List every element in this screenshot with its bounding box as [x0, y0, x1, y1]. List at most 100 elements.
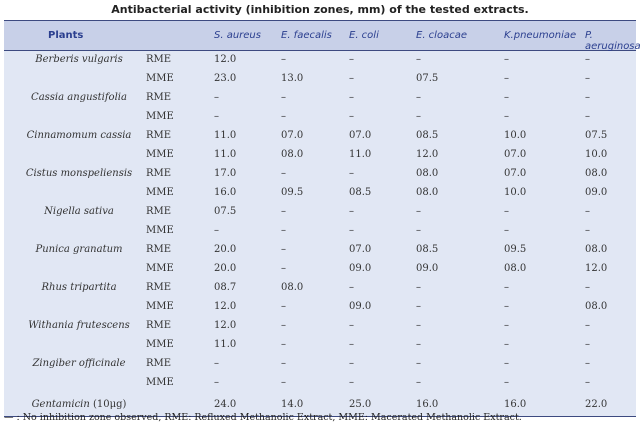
- table-cell: –: [214, 225, 219, 236]
- table-cell: 12.0: [214, 301, 237, 312]
- table-cell: –: [504, 358, 509, 369]
- table-cell: –: [349, 73, 354, 84]
- table-cell: –: [416, 54, 421, 65]
- table-cell: –: [504, 206, 509, 217]
- table-cell: –: [504, 339, 509, 350]
- table-cell: –: [416, 92, 421, 103]
- header-p-aeruginosa: P. aeruginosa: [585, 30, 640, 52]
- table-cell: –: [349, 358, 354, 369]
- table-cell: –: [504, 111, 509, 122]
- control-cell: 16.0: [416, 399, 439, 410]
- table-row: Cassia angustifolia RME – – – – – –: [4, 89, 636, 108]
- plant-name: Berberis vulgaris: [35, 54, 123, 65]
- header-e-cloacae: E. cloacae: [416, 30, 467, 41]
- control-row: Gentamicin (10μg) 24.0 14.0 25.0 16.0 16…: [4, 393, 636, 416]
- extract-type: MME: [146, 225, 174, 236]
- table-cell: –: [416, 301, 421, 312]
- header-k-pneumoniae: K.pneumoniae: [504, 30, 577, 41]
- table-cell: –: [281, 320, 286, 331]
- table-cell: –: [349, 320, 354, 331]
- table-cell: –: [349, 111, 354, 122]
- table-cell: 07.0: [504, 149, 527, 160]
- table-cell: 12.0: [585, 263, 608, 274]
- extract-type: MME: [146, 301, 174, 312]
- table-cell: –: [281, 301, 286, 312]
- table-cell: –: [281, 206, 286, 217]
- table-cell: 08.5: [416, 130, 439, 141]
- table-row: MME 11.0 08.0 11.0 12.0 07.0 10.0: [4, 146, 636, 165]
- extract-type: RME: [146, 320, 172, 331]
- table-cell: –: [349, 225, 354, 236]
- table-body: Berberis vulgaris RME 12.0 – – – – – MME 23.0 13.0…: [4, 51, 636, 393]
- plant-name: Zingiber officinale: [32, 358, 126, 369]
- extract-type: RME: [146, 130, 172, 141]
- table-cell: 08.0: [504, 263, 527, 274]
- table-row: MME – – – – – –: [4, 222, 636, 241]
- table-title: Antibacterial activity (inhibition zones…: [111, 3, 529, 16]
- table-cell: 10.0: [585, 149, 608, 160]
- table-row: Zingiber officinale RME – – – – – –: [4, 355, 636, 374]
- table-cell: 07.0: [281, 130, 304, 141]
- table-footnote: — : No inhibition zone observed, RME: Re…: [4, 412, 522, 423]
- header-e-faecalis: E. faecalis: [281, 30, 332, 41]
- table-cell: –: [585, 54, 590, 65]
- table-cell: 09.0: [349, 263, 372, 274]
- table-cell: –: [504, 282, 509, 293]
- table-cell: 08.7: [214, 282, 237, 293]
- extract-type: RME: [146, 282, 172, 293]
- table-cell: 08.0: [281, 149, 304, 160]
- table-cell: 09.5: [504, 244, 527, 255]
- table-cell: –: [349, 54, 354, 65]
- table-cell: 09.0: [585, 187, 608, 198]
- table-cell: –: [349, 92, 354, 103]
- plant-name: Cinnamomum cassia: [26, 130, 132, 141]
- table-cell: –: [585, 339, 590, 350]
- table-cell: –: [585, 111, 590, 122]
- table-row: MME 23.0 13.0 – 07.5 – –: [4, 70, 636, 89]
- plant-name: Punica granatum: [35, 244, 123, 255]
- table-cell: 09.5: [281, 187, 304, 198]
- table-cell: –: [281, 168, 286, 179]
- table-cell: –: [281, 225, 286, 236]
- extract-type: MME: [146, 149, 174, 160]
- plant-name: Cassia angustifolia: [31, 92, 127, 103]
- table-cell: –: [416, 206, 421, 217]
- table-cell: –: [504, 54, 509, 65]
- control-cell: 25.0: [349, 399, 372, 410]
- table-cell: –: [349, 206, 354, 217]
- table-cell: –: [281, 111, 286, 122]
- table-cell: –: [416, 282, 421, 293]
- extract-type: MME: [146, 377, 174, 388]
- table-cell: 08.5: [349, 187, 372, 198]
- table-cell: 07.0: [504, 168, 527, 179]
- table-cell: 09.0: [349, 301, 372, 312]
- extract-type: MME: [146, 187, 174, 198]
- table-cell: 07.5: [416, 73, 439, 84]
- table-cell: 10.0: [504, 130, 527, 141]
- table-row: Cinnamomum cassia RME 11.0 07.0 07.0 08.5 10.0…: [4, 127, 636, 146]
- table-cell: 17.0: [214, 168, 237, 179]
- table-cell: 07.5: [214, 206, 237, 217]
- control-cell: 14.0: [281, 399, 304, 410]
- table-cell: –: [504, 301, 509, 312]
- table-cell: –: [504, 377, 509, 388]
- extract-type: MME: [146, 111, 174, 122]
- table-row: MME 12.0 – 09.0 – – 08.0: [4, 298, 636, 317]
- table-cell: 08.0: [416, 187, 439, 198]
- extract-type: RME: [146, 92, 172, 103]
- table-cell: 11.0: [214, 130, 237, 141]
- plant-name: Nigella sativa: [44, 206, 114, 217]
- table-cell: –: [349, 339, 354, 350]
- table-row: Nigella sativa RME 07.5 – – – – –: [4, 203, 636, 222]
- extract-type: RME: [146, 168, 172, 179]
- table-row: Berberis vulgaris RME 12.0 – – – – –: [4, 51, 636, 70]
- table-cell: 12.0: [214, 54, 237, 65]
- table-cell: –: [349, 377, 354, 388]
- table-row: Cistus monspeliensis RME 17.0 – – 08.0 07.0 08.…: [4, 165, 636, 184]
- table-cell: –: [281, 92, 286, 103]
- table-cell: –: [585, 358, 590, 369]
- table-cell: 13.0: [281, 73, 304, 84]
- table-cell: –: [416, 377, 421, 388]
- header-plants: Plants: [48, 30, 84, 41]
- table-cell: –: [504, 320, 509, 331]
